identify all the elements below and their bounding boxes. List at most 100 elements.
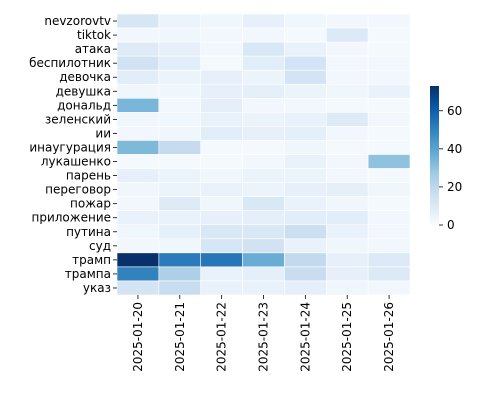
heatmap-cell xyxy=(284,140,327,155)
heatmap-cell xyxy=(325,126,369,141)
heatmap-cell xyxy=(325,224,369,240)
heatmap-cell xyxy=(200,55,243,71)
heatmap-cell xyxy=(200,126,243,141)
heatmap-cell xyxy=(200,69,243,85)
heatmap-cell xyxy=(284,182,327,197)
heatmap-cell xyxy=(284,98,327,113)
heatmap-cell xyxy=(325,182,369,197)
heatmap-cell xyxy=(242,27,285,43)
heatmap-cell xyxy=(116,140,160,155)
colorbar-tick-label: 60 xyxy=(447,104,462,118)
row-label: переговор xyxy=(45,183,111,197)
heatmap-cell xyxy=(158,140,202,155)
heatmap-cell xyxy=(284,238,327,254)
row-label: ии xyxy=(95,126,111,140)
colorbar-tick-label: 20 xyxy=(447,180,462,194)
row-label: трамп xyxy=(72,253,111,267)
column-label: 2025-01-23 xyxy=(257,302,271,372)
heatmap-cell xyxy=(284,69,327,85)
row-label: трампа xyxy=(65,267,111,281)
heatmap-cell xyxy=(116,83,160,99)
heatmap-cell xyxy=(367,182,411,197)
heatmap-cell xyxy=(200,98,243,113)
heatmap-cell xyxy=(242,210,285,226)
heatmap-cell xyxy=(158,13,202,29)
column-label: 2025-01-25 xyxy=(340,302,354,372)
heatmap-cell xyxy=(242,196,285,211)
heatmap-cell xyxy=(367,27,411,43)
heatmap-cell xyxy=(242,13,285,29)
heatmap-cell xyxy=(367,154,411,169)
heatmap-cell xyxy=(116,41,160,57)
row-label: девушка xyxy=(56,84,111,98)
heatmap-cell xyxy=(284,13,327,29)
heatmap-cell xyxy=(367,140,411,155)
heatmap-cell xyxy=(367,55,411,71)
heatmap-cell xyxy=(325,69,369,85)
heatmap-cell xyxy=(367,98,411,113)
heatmap-cell xyxy=(367,266,411,282)
heatmap-cell xyxy=(367,83,411,99)
heatmap-cell xyxy=(116,182,160,197)
heatmap-cell xyxy=(367,69,411,85)
column-label: 2025-01-26 xyxy=(382,302,396,372)
heatmap-cell xyxy=(200,196,243,211)
heatmap-cell xyxy=(284,252,327,268)
heatmap-cell xyxy=(116,280,160,296)
colorbar-ticks: 0 20 40 60 xyxy=(439,104,462,232)
heatmap-cell xyxy=(325,196,369,211)
heatmap-cell xyxy=(242,55,285,71)
heatmap-cell xyxy=(367,13,411,29)
heatmap-cell xyxy=(158,41,202,57)
row-label: tiktok xyxy=(77,28,111,42)
heatmap-cell xyxy=(116,126,160,141)
heatmap-cell xyxy=(242,252,285,268)
heatmap-cell xyxy=(284,266,327,282)
heatmap-cell xyxy=(158,55,202,71)
heatmap-cell xyxy=(367,280,411,296)
heatmap-cell xyxy=(325,55,369,71)
colorbar-gradient xyxy=(430,86,439,225)
heatmap-cell xyxy=(242,112,285,127)
heatmap-cell xyxy=(158,266,202,282)
heatmap-cell xyxy=(367,252,411,268)
row-label: лукашенко xyxy=(41,155,111,169)
heatmap-cell xyxy=(367,210,411,226)
heatmap-cell xyxy=(200,83,243,99)
heatmap-cell xyxy=(200,266,243,282)
heatmap-cell xyxy=(158,126,202,141)
heatmap-cell xyxy=(325,238,369,254)
row-label: приложение xyxy=(32,211,112,225)
heatmap-cell xyxy=(284,224,327,240)
column-label: 2025-01-24 xyxy=(298,302,312,372)
heatmap-cell xyxy=(158,182,202,197)
heatmap-cell xyxy=(200,13,243,29)
row-label: дональд xyxy=(57,98,111,112)
heatmap-cell xyxy=(116,224,160,240)
column-labels: 2025-01-20 2025-01-21 2025-01-22 2025-01-23… xyxy=(131,295,396,372)
row-label: путина xyxy=(66,225,111,239)
heatmap-cell xyxy=(284,210,327,226)
heatmap-cell xyxy=(200,112,243,127)
heatmap-cell xyxy=(158,112,202,127)
heatmap-cell xyxy=(325,252,369,268)
heatmap-cell xyxy=(325,266,369,282)
column-label: 2025-01-21 xyxy=(173,302,187,372)
heatmap-cell xyxy=(116,112,160,127)
heatmap-cell xyxy=(200,182,243,197)
heatmap-cell xyxy=(325,140,369,155)
heatmap-cell xyxy=(367,168,411,183)
colorbar: 0 20 40 60 xyxy=(430,86,462,232)
row-label: пожар xyxy=(70,197,111,211)
heatmap-cell xyxy=(325,112,369,127)
heatmap-cell xyxy=(158,98,202,113)
row-label: девочка xyxy=(59,70,111,84)
heatmap-cell xyxy=(325,210,369,226)
heatmap-cell xyxy=(325,280,369,296)
row-label: атака xyxy=(75,42,111,56)
heatmap-cell xyxy=(284,196,327,211)
heatmap-cell xyxy=(242,238,285,254)
heatmap-cell xyxy=(158,27,202,43)
heatmap-cell xyxy=(242,182,285,197)
